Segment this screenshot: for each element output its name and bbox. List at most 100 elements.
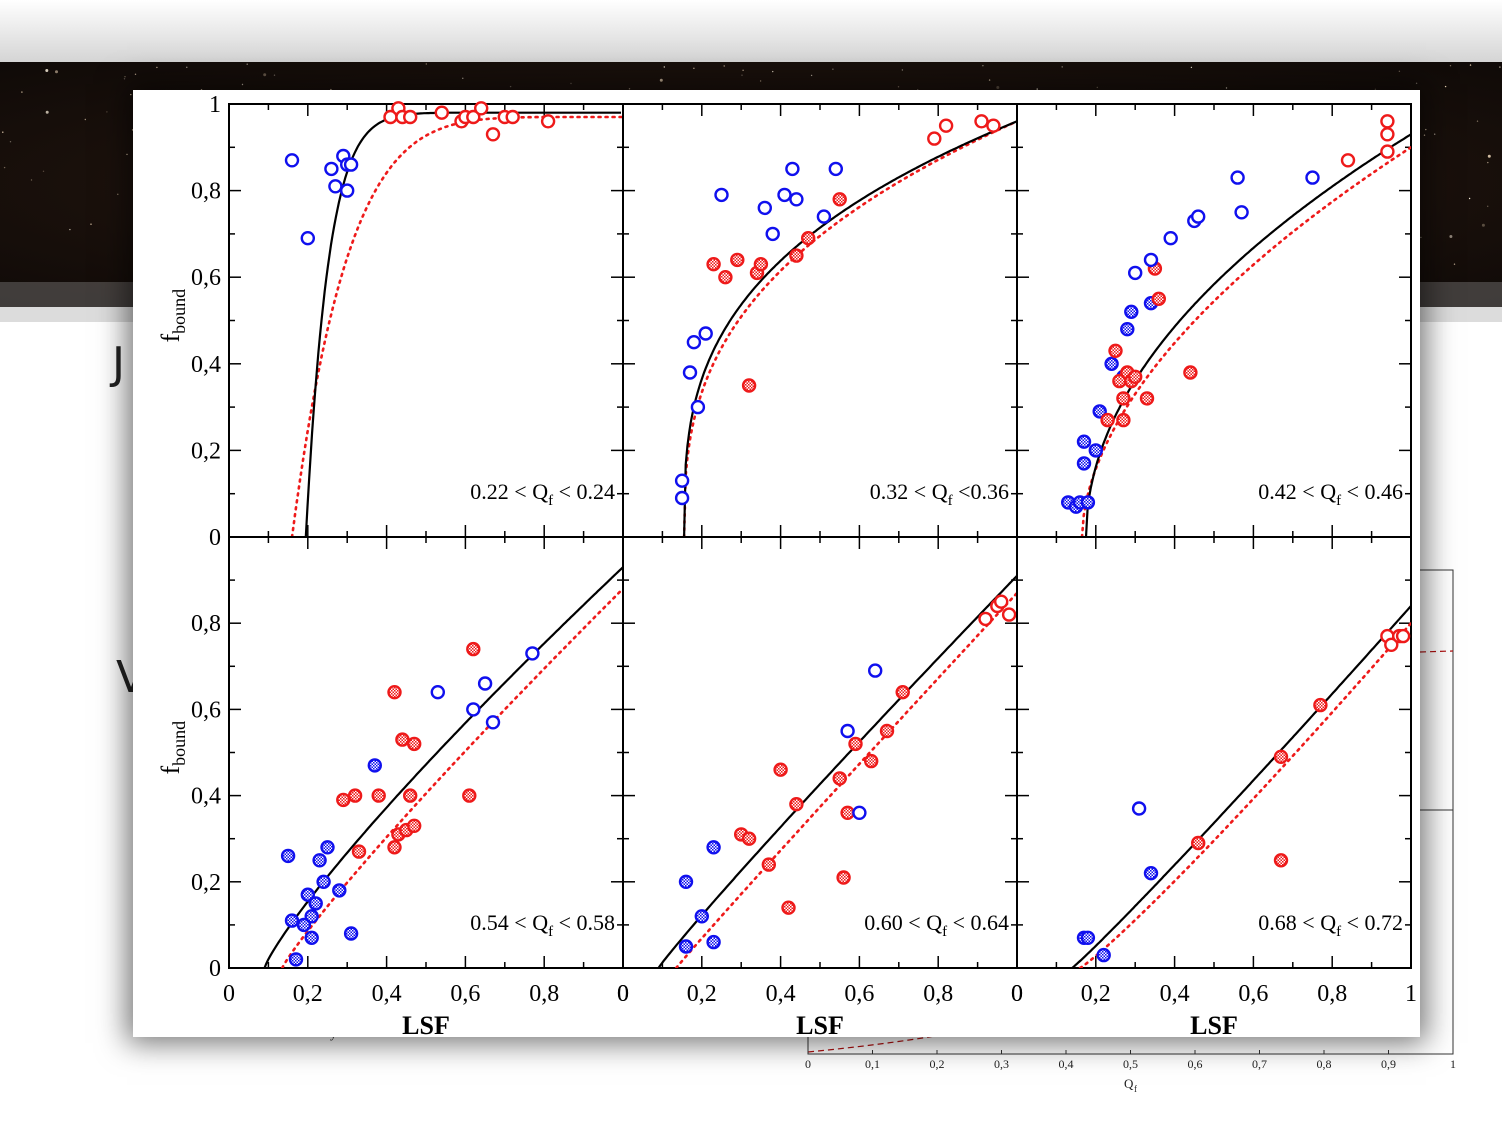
data-point-blue — [324, 161, 339, 177]
star — [55, 70, 58, 74]
star — [982, 65, 984, 67]
data-point-red — [462, 788, 477, 803]
y-tick-label: 0,4 — [191, 352, 221, 378]
data-point-blue — [840, 723, 855, 739]
star — [1423, 134, 1426, 136]
star — [832, 68, 834, 70]
star — [131, 129, 134, 131]
star — [897, 86, 900, 88]
panel-frame — [1016, 536, 1412, 969]
fit-curve-dotted — [290, 115, 623, 537]
data-point-red — [540, 114, 556, 129]
data-point-red — [1001, 607, 1017, 622]
y-tick-label: 0 — [209, 525, 221, 551]
y-tick-label: 0 — [209, 956, 221, 982]
panel-annotation: 0.68 < Qf < 0.72 — [1258, 910, 1403, 940]
data-point-red — [978, 611, 993, 627]
fit-curve-dotted — [682, 120, 1017, 537]
fit-curve-dotted — [674, 591, 1017, 968]
star — [462, 77, 464, 80]
panel-top-left: 0 0,2 0,4 0,6 0,8 1 fbound 0.22 < Qf < 0.24 — [156, 92, 624, 551]
data-point-red — [994, 594, 1009, 609]
y-tick-label: 0,8 — [191, 611, 221, 637]
data-point-blue — [1104, 356, 1119, 371]
star — [1487, 161, 1489, 164]
fit-curve-dotted — [1080, 146, 1411, 537]
data-point-blue — [674, 490, 690, 506]
star — [772, 70, 774, 73]
star — [741, 74, 743, 76]
x-axis-label: LSF — [1190, 1011, 1238, 1037]
data-point-red — [730, 252, 745, 268]
star — [742, 69, 744, 72]
star — [90, 223, 92, 225]
data-point-blue — [280, 848, 296, 864]
bg-axis-label-sub: f — [1134, 1084, 1137, 1094]
star — [996, 86, 1000, 89]
data-point-red — [718, 269, 733, 285]
data-point-blue — [300, 887, 316, 902]
bg-tick-label: 0,4 — [1059, 1057, 1074, 1071]
data-point-red — [974, 114, 989, 129]
data-point-blue — [765, 226, 780, 242]
data-point-blue — [288, 952, 304, 967]
star — [1190, 66, 1193, 69]
data-point-blue — [690, 399, 706, 415]
panel-frame — [622, 103, 1018, 538]
star — [156, 66, 158, 69]
x-tick-label: 0 — [1011, 981, 1023, 1007]
data-point-blue — [1128, 265, 1143, 281]
star — [124, 76, 126, 78]
x-axis-label: LSF — [402, 1011, 450, 1037]
data-point-blue — [1234, 205, 1249, 220]
data-point-red — [832, 192, 847, 207]
data-point-blue — [304, 930, 319, 945]
star — [693, 67, 695, 70]
star — [723, 65, 725, 67]
data-point-red — [1380, 127, 1395, 142]
star — [69, 228, 71, 231]
data-point-blue — [1076, 434, 1092, 449]
star — [330, 88, 332, 91]
star — [1225, 87, 1228, 89]
data-point-blue — [485, 715, 501, 730]
bg-tick-label: 0,7 — [1252, 1057, 1267, 1071]
data-point-blue — [757, 200, 772, 216]
x-tick-label: 0,2 — [293, 981, 323, 1007]
bg-tick-label: 0,2 — [930, 1057, 945, 1071]
partial-letter-j: J — [109, 338, 125, 389]
star — [425, 63, 427, 65]
data-point-red — [351, 844, 367, 859]
star — [3, 166, 6, 169]
data-point-blue — [1143, 252, 1159, 268]
x-tick-label: 0,6 — [450, 981, 480, 1007]
bg-tick-label: 0,1 — [865, 1057, 880, 1071]
data-point-blue — [1143, 866, 1159, 881]
panel-frame — [1016, 103, 1412, 538]
data-point-red — [403, 109, 418, 125]
fit-curve-solid — [1084, 133, 1411, 537]
x-tick-label: 0,8 — [923, 981, 953, 1007]
data-point-red — [466, 109, 481, 125]
y-axis-label: fbound — [156, 289, 189, 343]
data-point-blue — [706, 840, 721, 855]
x-tick-label: 0,6 — [1238, 981, 1268, 1007]
star — [1476, 120, 1479, 122]
data-point-blue — [343, 157, 359, 172]
data-point-red — [832, 771, 847, 786]
data-point-blue — [1088, 443, 1103, 458]
data-point-blue — [1163, 230, 1178, 246]
star — [1449, 235, 1453, 238]
data-point-red — [1190, 835, 1206, 851]
data-point-red — [895, 685, 910, 700]
data-point-red — [753, 256, 769, 272]
data-point-blue — [706, 934, 721, 950]
star — [1420, 236, 1422, 239]
star — [246, 63, 248, 65]
star — [126, 153, 128, 156]
star — [1468, 197, 1471, 200]
data-point-red — [387, 685, 402, 700]
star — [1036, 88, 1038, 90]
data-point-blue — [316, 874, 331, 889]
star — [9, 141, 12, 143]
